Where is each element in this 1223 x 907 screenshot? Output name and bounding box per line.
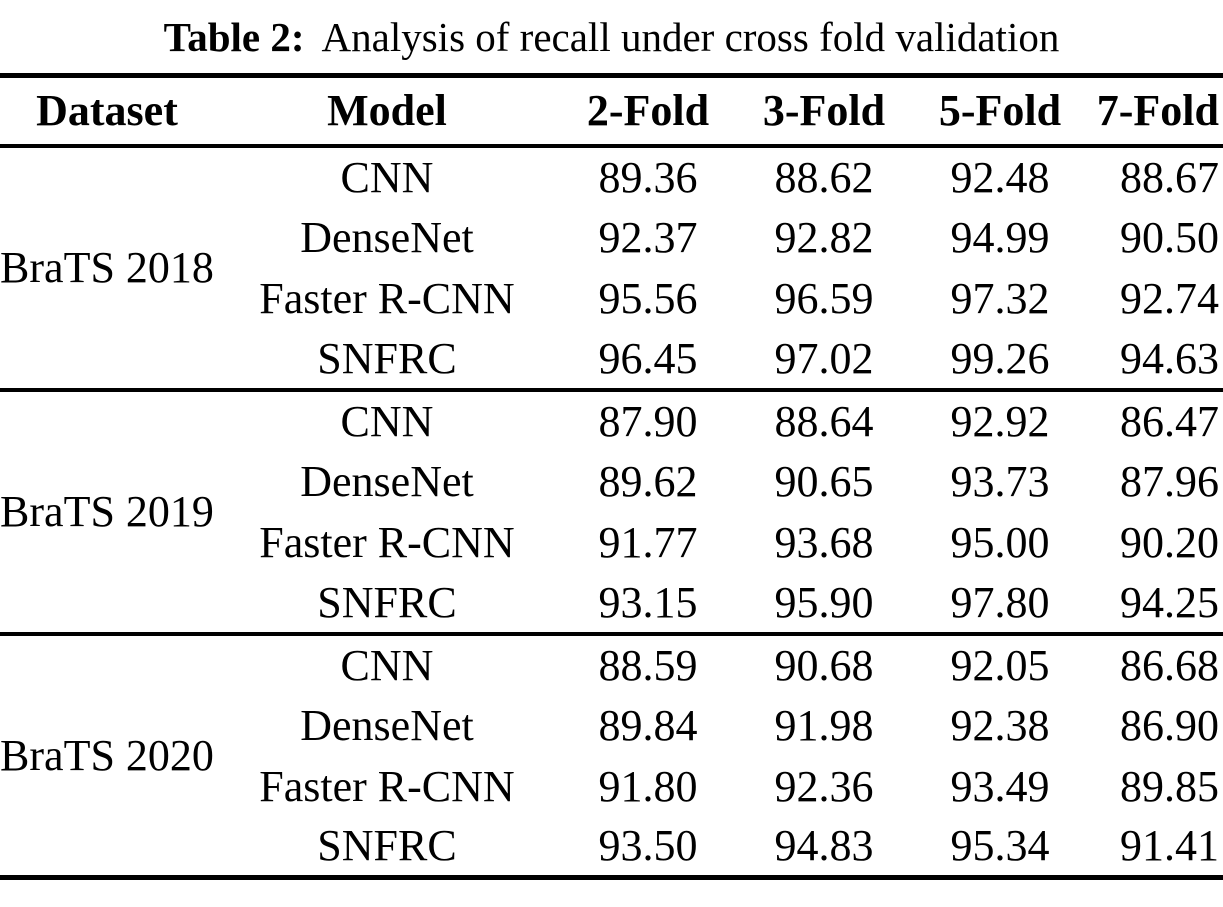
value-cell: 91.98 — [774, 700, 874, 750]
value-cell: 95.34 — [950, 821, 1050, 871]
dataset-cell: BraTS 2018 — [0, 243, 214, 292]
value-cell: 95.00 — [950, 517, 1050, 567]
table-row: SNFRC 96.45 97.02 99.26 94.63 — [0, 329, 1223, 390]
value-cell: 92.82 — [774, 212, 874, 262]
table-caption: Table 2: Analysis of recall under cross … — [0, 0, 1223, 73]
value-cell: 94.63 — [1120, 333, 1219, 383]
model-cell: Faster R-CNN — [259, 761, 515, 811]
model-cell: SNFRC — [317, 577, 457, 627]
model-cell: DenseNet — [300, 212, 474, 262]
model-cell: CNN — [340, 640, 434, 690]
value-cell: 90.65 — [774, 456, 874, 506]
value-cell: 88.59 — [598, 640, 698, 690]
table-caption-label: Table 2: — [163, 13, 305, 60]
table-row: SNFRC 93.15 95.90 97.80 94.25 — [0, 573, 1223, 634]
value-cell: 88.62 — [774, 152, 874, 202]
table-caption-text: Analysis of recall under cross fold vali… — [321, 13, 1060, 60]
model-cell: DenseNet — [300, 700, 474, 750]
table-row: Faster R-CNN 91.77 93.68 95.00 90.20 — [0, 512, 1223, 573]
value-cell: 86.47 — [1120, 396, 1219, 446]
table-row: BraTS 2020 CNN 88.59 90.68 92.05 86.68 — [0, 634, 1223, 780]
table-row: Faster R-CNN 95.56 96.59 97.32 92.74 — [0, 268, 1223, 329]
model-cell: CNN — [340, 396, 434, 446]
table-row: Faster R-CNN 91.80 92.36 93.49 89.85 — [0, 756, 1223, 817]
value-cell: 91.41 — [1120, 821, 1219, 871]
dataset-group: BraTS 2018 CNN 89.36 88.62 92.48 88.67 DenseNe… — [0, 146, 1223, 390]
col-header-5fold: 5-Fold — [938, 86, 1062, 136]
value-cell: 92.74 — [1120, 273, 1219, 323]
value-cell: 90.68 — [774, 640, 874, 690]
value-cell: 86.90 — [1120, 700, 1219, 750]
value-cell: 88.64 — [774, 396, 874, 446]
value-cell: 89.85 — [1120, 761, 1219, 811]
value-cell: 92.38 — [950, 700, 1050, 750]
model-cell: SNFRC — [317, 333, 457, 383]
value-cell: 92.05 — [950, 640, 1050, 690]
value-cell: 89.36 — [598, 152, 698, 202]
value-cell: 92.92 — [950, 396, 1050, 446]
value-cell: 93.49 — [950, 761, 1050, 811]
value-cell: 93.73 — [950, 456, 1050, 506]
dataset-group: BraTS 2019 CNN 87.90 88.64 92.92 86.47 DenseNe… — [0, 389, 1223, 634]
table-row: DenseNet 92.37 92.82 94.99 90.50 — [0, 207, 1223, 268]
col-header-dataset: Dataset — [36, 86, 178, 136]
model-cell: SNFRC — [317, 821, 457, 871]
value-cell: 90.20 — [1120, 517, 1219, 567]
table-row: BraTS 2018 CNN 89.36 88.62 92.48 88.67 — [0, 146, 1223, 293]
value-cell: 86.68 — [1120, 640, 1219, 690]
value-cell: 96.45 — [598, 333, 698, 383]
value-cell: 92.36 — [774, 761, 874, 811]
value-cell: 94.25 — [1120, 577, 1219, 627]
table-row: SNFRC 93.50 94.83 95.34 91.41 — [0, 817, 1223, 878]
value-cell: 89.84 — [598, 700, 698, 750]
col-header-3fold: 3-Fold — [762, 86, 886, 136]
value-cell: 87.96 — [1120, 456, 1219, 506]
value-cell: 93.15 — [598, 577, 698, 627]
table-header: Dataset Model 2-Fold 3-Fold 5-Fold 7-Fol… — [0, 76, 1223, 146]
table-row: BraTS 2019 CNN 87.90 88.64 92.92 86.47 — [0, 390, 1223, 537]
header-row: Dataset Model 2-Fold 3-Fold 5-Fold 7-Fol… — [0, 76, 1223, 146]
value-cell: 97.32 — [950, 273, 1050, 323]
model-cell: Faster R-CNN — [259, 517, 515, 567]
value-cell: 94.99 — [950, 212, 1050, 262]
value-cell: 91.77 — [598, 517, 698, 567]
value-cell: 91.80 — [598, 761, 698, 811]
dataset-group: BraTS 2020 CNN 88.59 90.68 92.05 86.68 DenseNe… — [0, 633, 1223, 878]
value-cell: 94.83 — [774, 821, 874, 871]
col-header-7fold: 7-Fold — [1096, 86, 1219, 136]
model-cell: DenseNet — [300, 456, 474, 506]
recall-cross-fold-table: Dataset Model 2-Fold 3-Fold 5-Fold 7-Fol… — [0, 73, 1223, 880]
dataset-cell: BraTS 2020 — [0, 730, 214, 780]
col-header-model: Model — [327, 86, 447, 136]
value-cell: 92.48 — [950, 152, 1050, 202]
model-cell: Faster R-CNN — [259, 273, 515, 323]
value-cell: 93.68 — [774, 517, 874, 567]
value-cell: 99.26 — [950, 333, 1050, 383]
value-cell: 96.59 — [774, 273, 874, 323]
model-cell: CNN — [340, 152, 434, 202]
value-cell: 90.50 — [1120, 212, 1219, 262]
value-cell: 89.62 — [598, 456, 698, 506]
value-cell: 95.56 — [598, 273, 698, 323]
col-header-2fold: 2-Fold — [586, 86, 710, 136]
value-cell: 95.90 — [774, 577, 874, 627]
value-cell: 97.02 — [774, 333, 874, 383]
value-cell: 88.67 — [1120, 152, 1219, 202]
dataset-cell: BraTS 2019 — [0, 487, 214, 536]
value-cell: 97.80 — [950, 577, 1050, 627]
value-cell: 92.37 — [598, 212, 698, 262]
value-cell: 87.90 — [598, 396, 698, 446]
table-row: DenseNet 89.62 90.65 93.73 87.96 — [0, 451, 1223, 512]
value-cell: 93.50 — [598, 821, 698, 871]
table-row: DenseNet 89.84 91.98 92.38 86.90 — [0, 695, 1223, 756]
